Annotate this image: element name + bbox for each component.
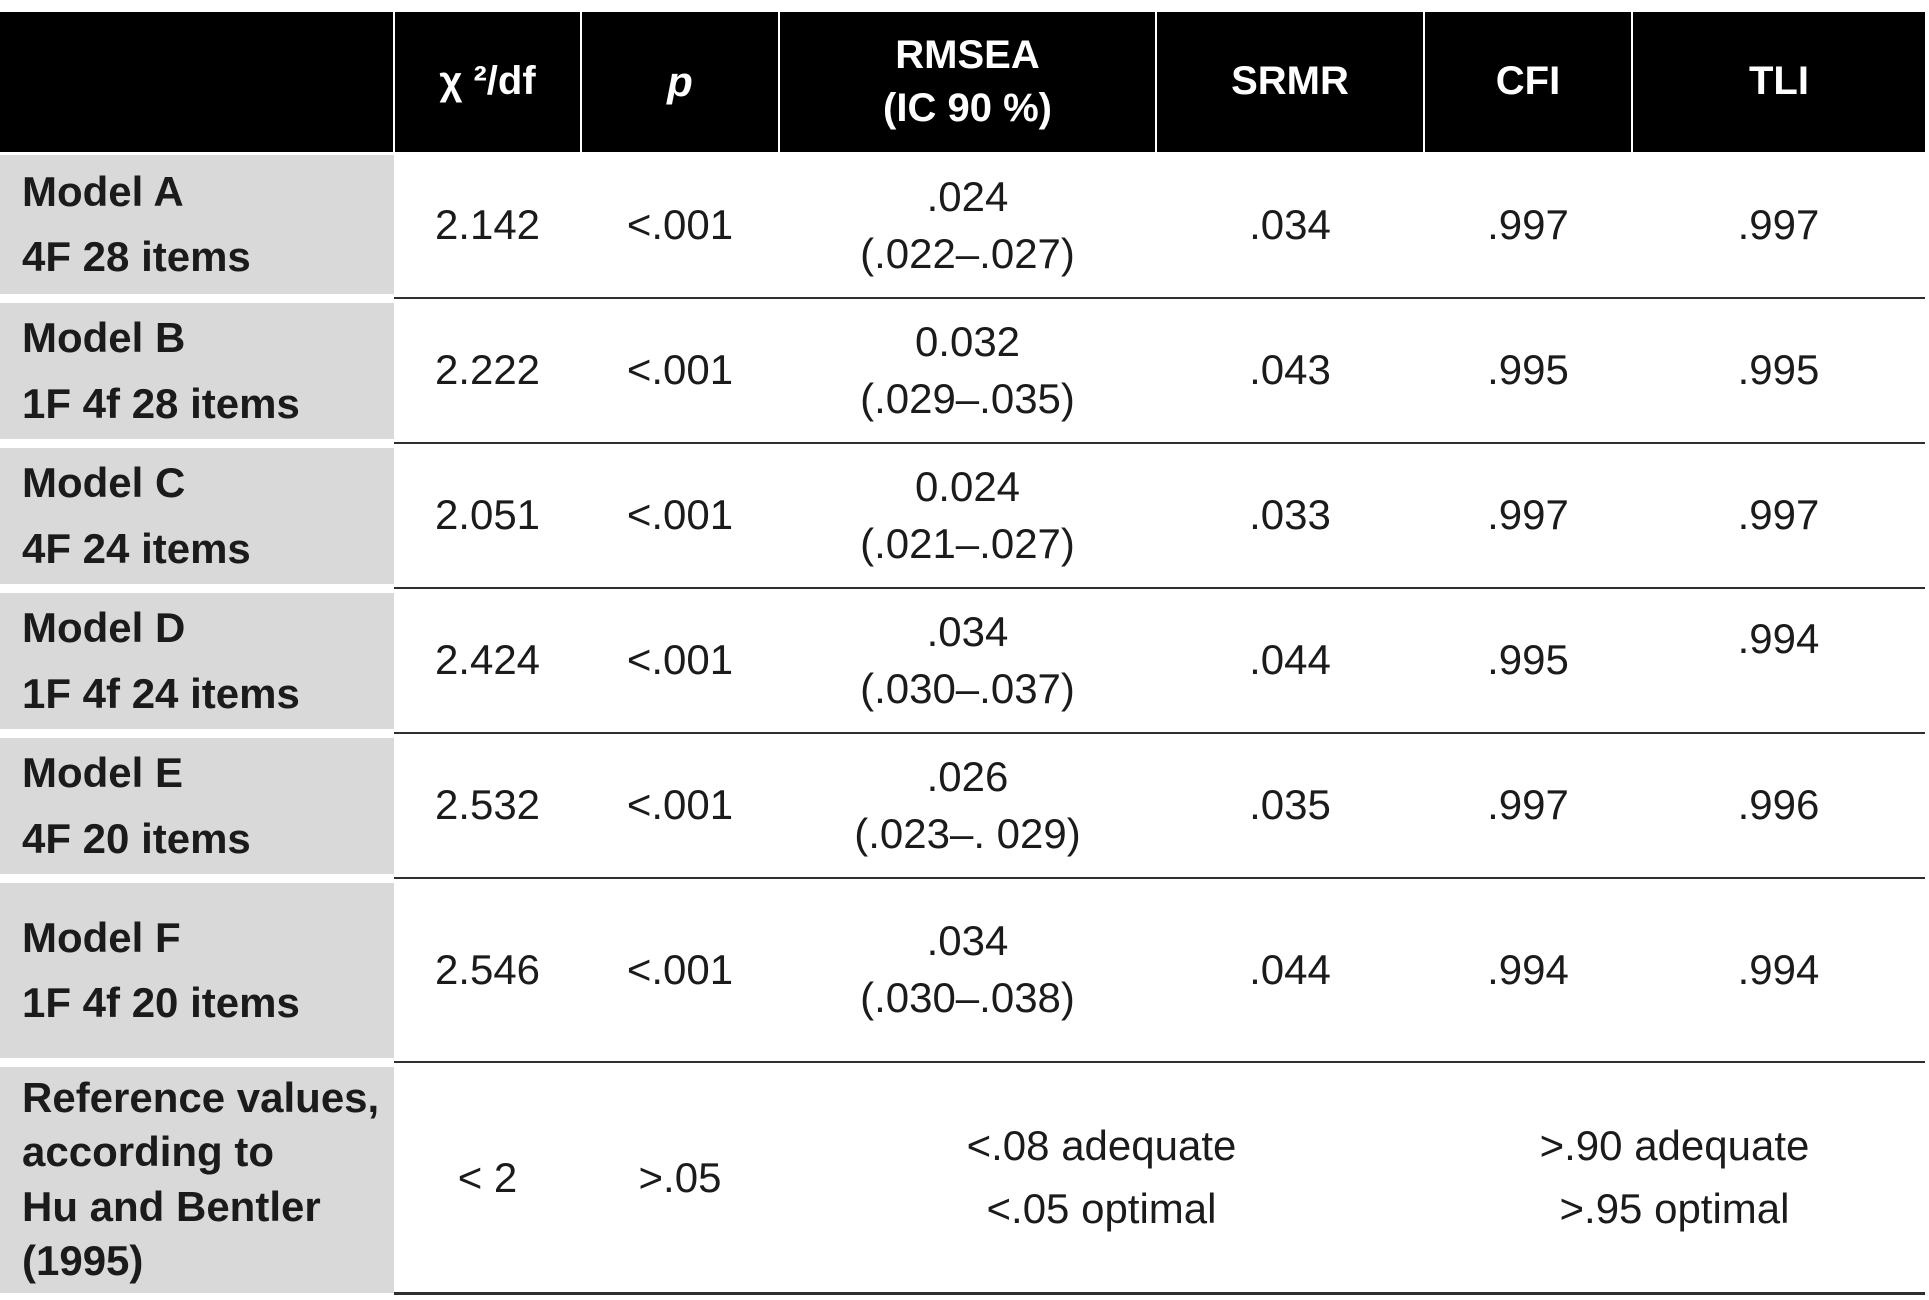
model-name-cell: Model F 1F 4f 20 items: [0, 878, 394, 1067]
p-value: <.001: [581, 153, 779, 299]
model-name-cell: Model A 4F 28 items: [0, 153, 394, 303]
chi2-df-value: 2.222: [394, 298, 581, 444]
chi2-df-value: 2.424: [394, 588, 581, 734]
tli-value: .996: [1632, 733, 1925, 879]
header-row: χ ²/df p RMSEA (IC 90 %) SRMR CFI TLI: [0, 12, 1925, 155]
chi2-df-value: 2.142: [394, 153, 581, 299]
p-value: <.001: [581, 733, 779, 879]
srmr-value: .043: [1156, 298, 1424, 444]
table-row-model-a: Model A 4F 28 items 2.142 <.001 .024 (.0…: [0, 153, 1925, 303]
model-name-cell: Model E 4F 20 items: [0, 733, 394, 883]
tli-value: .994: [1632, 588, 1925, 734]
srmr-value: .044: [1156, 588, 1424, 734]
cfi-value: .997: [1424, 443, 1632, 589]
p-value: <.001: [581, 298, 779, 444]
srmr-value: .035: [1156, 733, 1424, 879]
header-empty-cell: [0, 12, 394, 155]
header-cfi: CFI: [1423, 12, 1632, 155]
header-tli: TLI: [1631, 12, 1925, 155]
tli-value: .994: [1632, 878, 1925, 1063]
srmr-value: .033: [1156, 443, 1424, 589]
srmr-value: .044: [1156, 878, 1424, 1063]
header-rmsea: RMSEA (IC 90 %): [778, 12, 1156, 155]
p-value: <.001: [581, 443, 779, 589]
header-chi2-df: χ ²/df: [393, 12, 581, 155]
cfi-value: .994: [1424, 878, 1632, 1063]
rmsea-value: 0.032 (.029–.035): [779, 298, 1156, 444]
cfi-value: .995: [1424, 298, 1632, 444]
table-row-model-c: Model C 4F 24 items 2.051 <.001 0.024 (.…: [0, 443, 1925, 593]
tli-value: .997: [1632, 153, 1925, 299]
cfi-value: .997: [1424, 153, 1632, 299]
table-row-reference-values: Reference values, according to Hu and Be…: [0, 1062, 1925, 1295]
header-p: p: [580, 12, 779, 155]
rmsea-srmr-reference: <.08 adequate <.05 optimal: [779, 1062, 1424, 1295]
table-row-model-b: Model B 1F 4f 28 items 2.222 <.001 0.032…: [0, 298, 1925, 448]
p-value: <.001: [581, 878, 779, 1063]
rmsea-value: 0.024 (.021–.027): [779, 443, 1156, 589]
cfi-value: .997: [1424, 733, 1632, 879]
p-value: <.001: [581, 588, 779, 734]
rmsea-value: .034 (.030–.038): [779, 878, 1156, 1063]
tli-value: .995: [1632, 298, 1925, 444]
table-row-model-e: Model E 4F 20 items 2.532 <.001 .026 (.0…: [0, 733, 1925, 883]
chi2-df-reference: < 2: [394, 1062, 581, 1295]
chi2-df-value: 2.532: [394, 733, 581, 879]
cfi-tli-reference: >.90 adequate >.95 optimal: [1424, 1062, 1925, 1295]
model-name-cell: Model D 1F 4f 24 items: [0, 588, 394, 738]
model-name-cell: Model B 1F 4f 28 items: [0, 298, 394, 448]
chi2-df-value: 2.546: [394, 878, 581, 1063]
reference-label-cell: Reference values, according to Hu and Be…: [0, 1062, 394, 1293]
rmsea-value: .034 (.030–.037): [779, 588, 1156, 734]
cfi-value: .995: [1424, 588, 1632, 734]
rmsea-value: .026 (.023–. 029): [779, 733, 1156, 879]
chi2-df-value: 2.051: [394, 443, 581, 589]
rmsea-value: .024 (.022–.027): [779, 153, 1156, 299]
table-row-model-d: Model D 1F 4f 24 items 2.424 <.001 .034 …: [0, 588, 1925, 738]
header-srmr: SRMR: [1155, 12, 1424, 155]
p-reference: >.05: [581, 1062, 779, 1295]
srmr-value: .034: [1156, 153, 1424, 299]
model-fit-table: χ ²/df p RMSEA (IC 90 %) SRMR CFI TLI Mo…: [0, 12, 1925, 1295]
model-name-cell: Model C 4F 24 items: [0, 443, 394, 593]
table-row-model-f: Model F 1F 4f 20 items 2.546 <.001 .034 …: [0, 878, 1925, 1067]
tli-value: .997: [1632, 443, 1925, 589]
